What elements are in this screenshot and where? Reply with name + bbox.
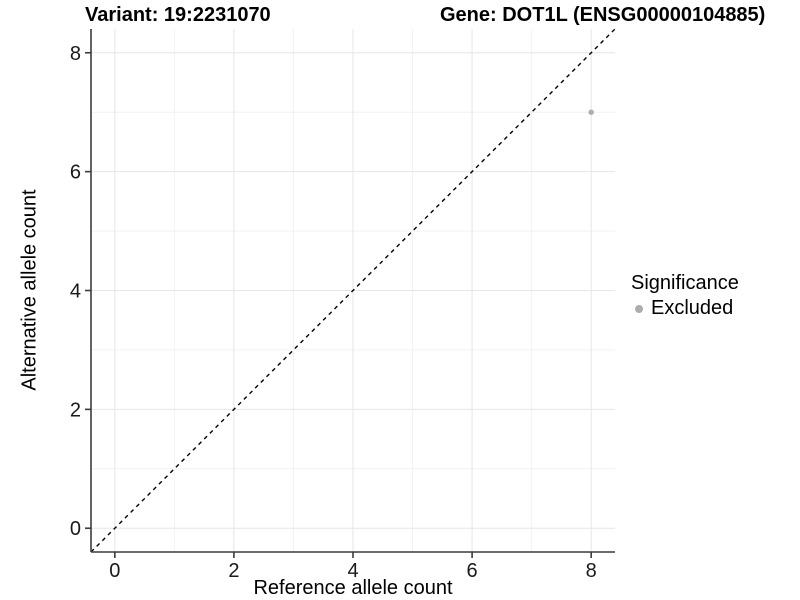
legend-item-excluded: Excluded [631,297,739,320]
y-tick-label: 8 [70,43,81,65]
y-axis-title: Alternative allele count [18,189,41,391]
y-tick-label: 4 [70,281,81,303]
identity-line [90,28,616,553]
legend-item-label: Excluded [651,297,734,319]
x-tick-label: 4 [347,560,358,582]
data-point [588,109,594,115]
x-tick-label: 6 [467,560,478,582]
legend-title: Significance [631,272,739,294]
plot-title-gene: Gene: DOT1L (ENSG00000104885) [440,4,766,26]
y-tick-label: 2 [70,399,81,421]
y-tick-label: 6 [70,162,81,184]
x-tick-label: 0 [109,560,120,582]
x-axis-title: Reference allele count [253,577,453,599]
x-tick-label: 2 [228,560,239,582]
plot-title-variant: Variant: 19:2231070 [85,4,271,26]
y-tick-label: 0 [70,518,81,540]
x-tick-label: 8 [586,560,597,582]
legend-point-icon [635,304,643,313]
legend: Significance Excluded [631,272,739,320]
